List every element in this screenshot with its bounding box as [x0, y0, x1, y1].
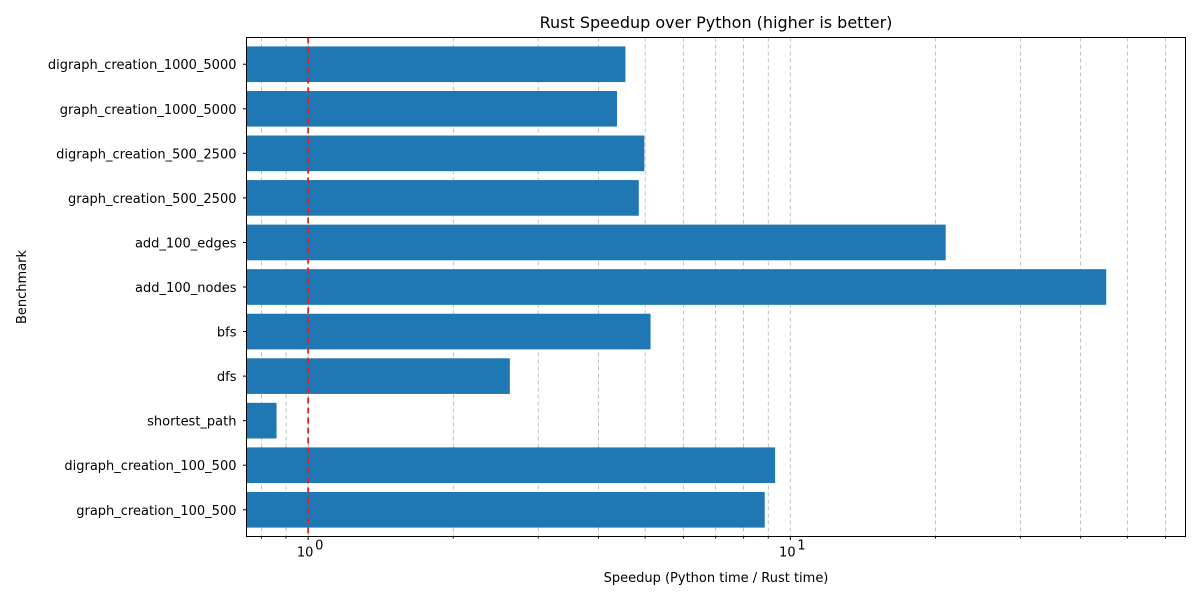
category-label: digraph_creation_500_2500 — [56, 147, 236, 162]
bars-layer — [246, 46, 1107, 528]
bar-digraph_creation_500_2500 — [246, 135, 645, 172]
bar-graph_creation_500_2500 — [246, 180, 639, 216]
bar-digraph_creation_1000_5000 — [246, 46, 626, 83]
category-label: dfs — [217, 370, 237, 385]
category-label: bfs — [217, 326, 237, 341]
x-axis-label: Speedup (Python time / Rust time) — [604, 571, 829, 586]
labels-layer: digraph_creation_1000_5000 graph_creation… — [48, 58, 806, 560]
ticks-layer — [243, 63, 1167, 540]
x-tick-label: 10 — [779, 546, 796, 561]
category-label: digraph_creation_100_500 — [64, 459, 236, 474]
category-label: graph_creation_1000_5000 — [60, 103, 237, 118]
bar-digraph_creation_100_500 — [246, 447, 776, 484]
bar-dfs — [246, 358, 510, 394]
y-axis-label: Benchmark — [15, 250, 30, 325]
bar-graph_creation_1000_5000 — [246, 90, 617, 127]
x-tick-label: 10 — [297, 546, 314, 561]
bar-graph_creation_100_500 — [246, 491, 765, 528]
category-label: shortest_path — [147, 415, 236, 430]
chart-title: Rust Speedup over Python (higher is bett… — [540, 13, 893, 32]
bar-bfs — [246, 313, 651, 350]
category-label: graph_creation_500_2500 — [68, 192, 237, 207]
bar-shortest_path — [246, 402, 277, 439]
category-label: digraph_creation_1000_5000 — [48, 58, 237, 73]
category-label: add_100_edges — [135, 236, 237, 251]
x-tick-exponent: 0 — [315, 539, 323, 554]
bar-add_100_nodes — [246, 269, 1107, 305]
x-tick-exponent: 1 — [797, 539, 805, 554]
category-label: graph_creation_100_500 — [76, 504, 236, 519]
category-label: add_100_nodes — [135, 281, 237, 296]
bar-add_100_edges — [246, 224, 946, 261]
